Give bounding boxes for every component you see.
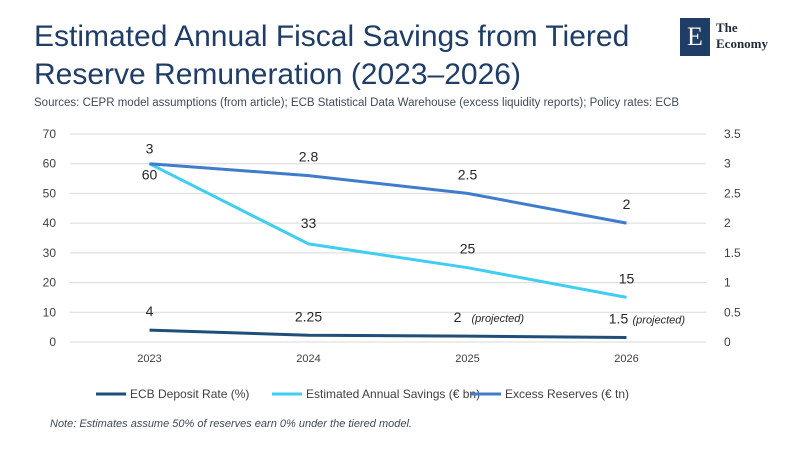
logo-text: The Economy: [716, 20, 796, 52]
data-label: 15: [619, 270, 635, 286]
series-line: [149, 162, 627, 225]
chart-title: Estimated Annual Fiscal Savings from Tie…: [34, 20, 630, 91]
chart-source: Sources: CEPR model assumptions (from ar…: [34, 97, 680, 109]
right-axis-ticks: 0 0.5 1 1.5 2 2.5 3 3.5: [724, 127, 741, 349]
series-line: [148, 162, 627, 299]
data-label: 25: [460, 241, 476, 257]
data-label: 2.8: [299, 149, 319, 165]
right-axis-tick-label: 2.5: [724, 186, 741, 200]
left-axis-tick-label: 50: [43, 186, 57, 200]
data-annotation: (projected): [633, 315, 686, 327]
right-axis-tick-label: 3.5: [724, 127, 741, 141]
x-axis-tick-label: 2025: [455, 353, 479, 365]
legend-label: ECB Deposit Rate (%): [130, 387, 249, 401]
data-label: 3: [146, 141, 154, 157]
left-axis-tick-label: 30: [43, 246, 57, 260]
logo-mark-icon: E: [680, 18, 710, 56]
x-axis-tick-label: 2024: [296, 353, 320, 365]
data-label: 2.25: [295, 308, 322, 324]
right-axis-tick-label: 1.5: [724, 246, 741, 260]
data-label: 33: [301, 215, 317, 231]
right-axis-tick-label: 0.5: [724, 305, 741, 319]
legend-label: Excess Reserves (€ tn): [505, 387, 629, 401]
logo-line-1: The: [716, 20, 738, 35]
legend: ECB Deposit Rate (%) Estimated Annual Sav…: [96, 387, 629, 401]
data-annotation: (projected): [472, 313, 525, 325]
legend-label: Estimated Annual Savings (€ bn): [306, 387, 480, 401]
right-axis-tick-label: 1: [724, 276, 731, 290]
logo-line-2: Economy: [716, 36, 768, 51]
x-axis-tick-label: 2026: [614, 353, 638, 365]
data-labels: 4 2.25 2 (projected) 1.5 (projected) 60 33 25 15 3…: [142, 141, 686, 327]
x-axis-ticks: 2023 2024 2025 2026: [137, 353, 638, 365]
left-axis-ticks: 0 10 20 30 40 50 60 70: [43, 127, 57, 349]
data-label: 2: [454, 309, 462, 325]
grid-lines: [70, 133, 706, 343]
left-axis-tick-label: 20: [43, 276, 57, 290]
series-line: [149, 328, 627, 339]
series-lines: [148, 162, 627, 339]
right-axis-tick-label: 2: [724, 216, 731, 230]
publisher-logo[interactable]: E The Economy: [680, 18, 790, 58]
chart-note: Note: Estimates assume 50% of reserves e…: [50, 418, 412, 430]
left-axis-tick-label: 10: [43, 305, 57, 319]
left-axis-tick-label: 40: [43, 216, 57, 230]
right-axis-tick-label: 3: [724, 157, 731, 171]
x-axis-tick-label: 2023: [137, 353, 161, 365]
data-label: 4: [146, 303, 154, 319]
left-axis-tick-label: 70: [43, 127, 57, 141]
right-axis-tick-label: 0: [724, 335, 731, 349]
data-label: 1.5: [609, 311, 629, 327]
data-label: 60: [142, 167, 158, 183]
left-axis-tick-label: 60: [43, 157, 57, 171]
data-label: 2: [623, 196, 631, 212]
left-axis-tick-label: 0: [49, 335, 56, 349]
data-label: 2.5: [458, 166, 478, 182]
